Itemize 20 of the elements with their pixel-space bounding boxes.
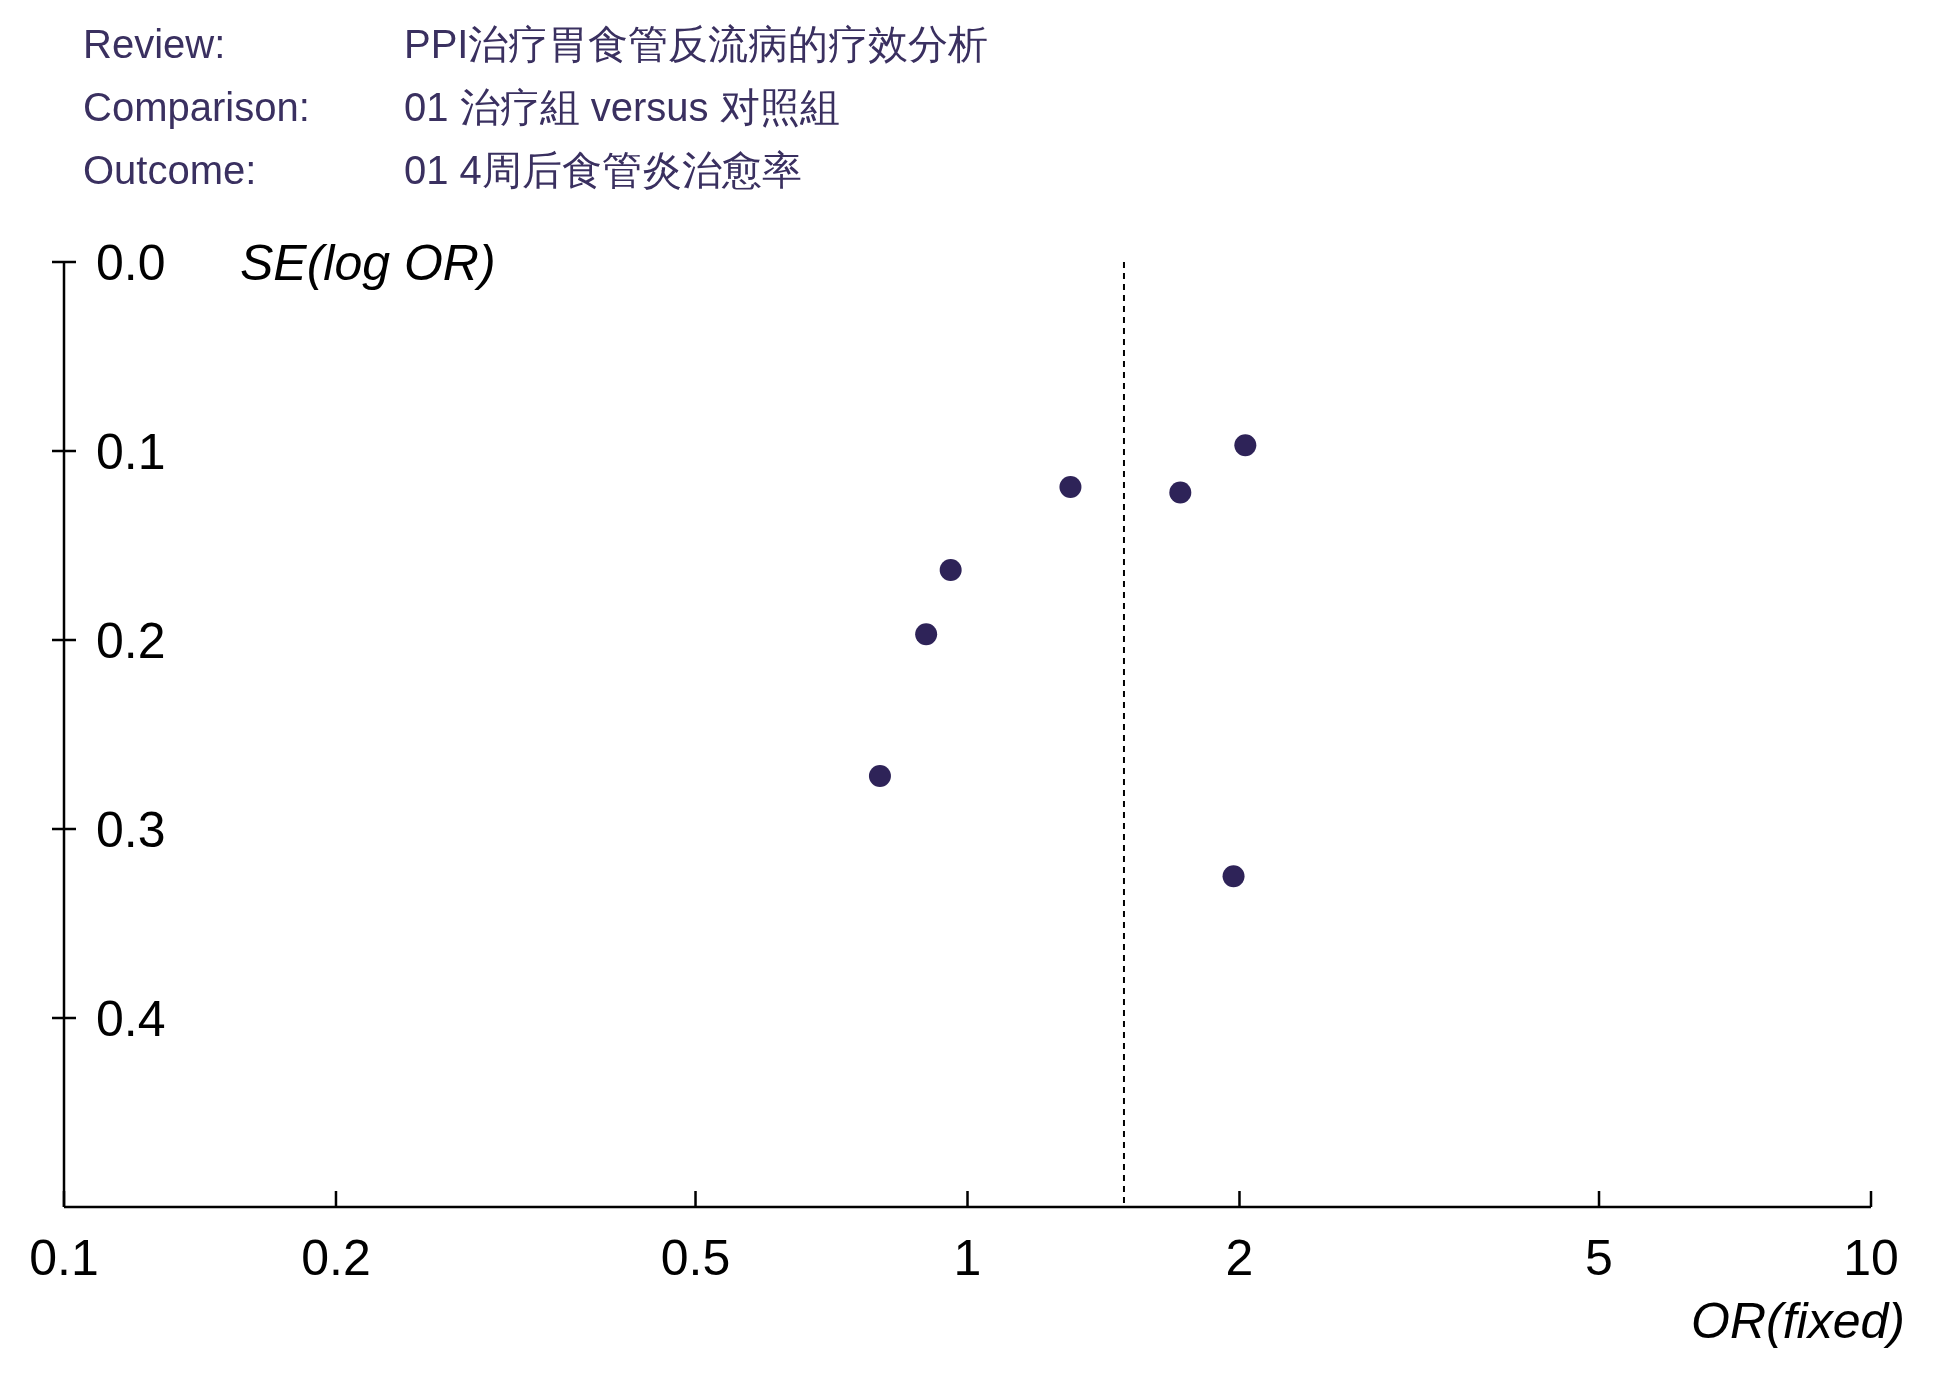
- text: 01 治疗組 versus 对照組: [404, 85, 840, 129]
- y-tick-label: 0.0: [96, 235, 166, 291]
- text: Review:: [83, 22, 226, 66]
- text: Outcome:: [83, 148, 257, 192]
- text: 01 4周后食管炎治愈率: [404, 148, 802, 192]
- x-tick-label: 0.5: [660, 1230, 731, 1286]
- x-tick-label: 2: [1225, 1230, 1254, 1286]
- x-tick-label: 0.1: [29, 1230, 99, 1286]
- y-tick-label: 0.4: [96, 991, 166, 1047]
- y-tick-label: 0.3: [96, 802, 166, 858]
- x-tick-label: 1: [953, 1230, 982, 1286]
- x-tick-label: 0.2: [301, 1230, 371, 1286]
- y-tick-label: 0.1: [96, 424, 166, 480]
- x-axis-title: OR(fixed): [1691, 1293, 1905, 1349]
- text: PPI治疗胃食管反流病的疗效分析: [404, 22, 989, 66]
- x-tick-label: 5: [1585, 1230, 1613, 1286]
- text: Comparison:: [83, 85, 310, 129]
- x-tick-label: 10: [1843, 1230, 1899, 1286]
- y-tick-label: 0.2: [96, 613, 166, 669]
- y-axis-title: SE(log OR): [240, 235, 496, 291]
